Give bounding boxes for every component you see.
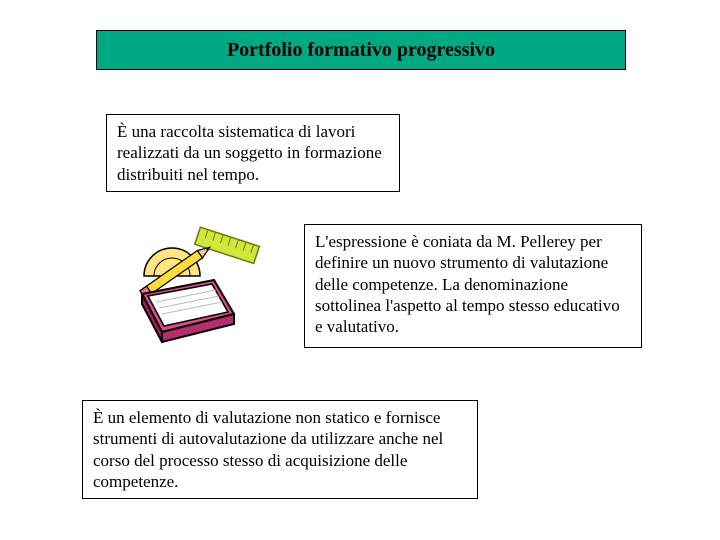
definition-box: È una raccolta sistematica di lavori rea…: [106, 114, 400, 192]
title-text: Portfolio formativo progressivo: [227, 39, 495, 62]
origin-box: L'espressione è coniata da M. Pellerey p…: [304, 224, 642, 348]
definition-text: È una raccolta sistematica di lavori rea…: [117, 122, 382, 184]
evaluation-text: È un elemento di valutazione non statico…: [93, 408, 443, 491]
origin-text: L'espressione è coniata da M. Pellerey p…: [315, 232, 620, 336]
supplies-icon: [114, 218, 264, 358]
clipart-school-supplies: [114, 218, 264, 358]
evaluation-box: È un elemento di valutazione non statico…: [82, 400, 478, 499]
title-bar: Portfolio formativo progressivo: [96, 30, 626, 70]
